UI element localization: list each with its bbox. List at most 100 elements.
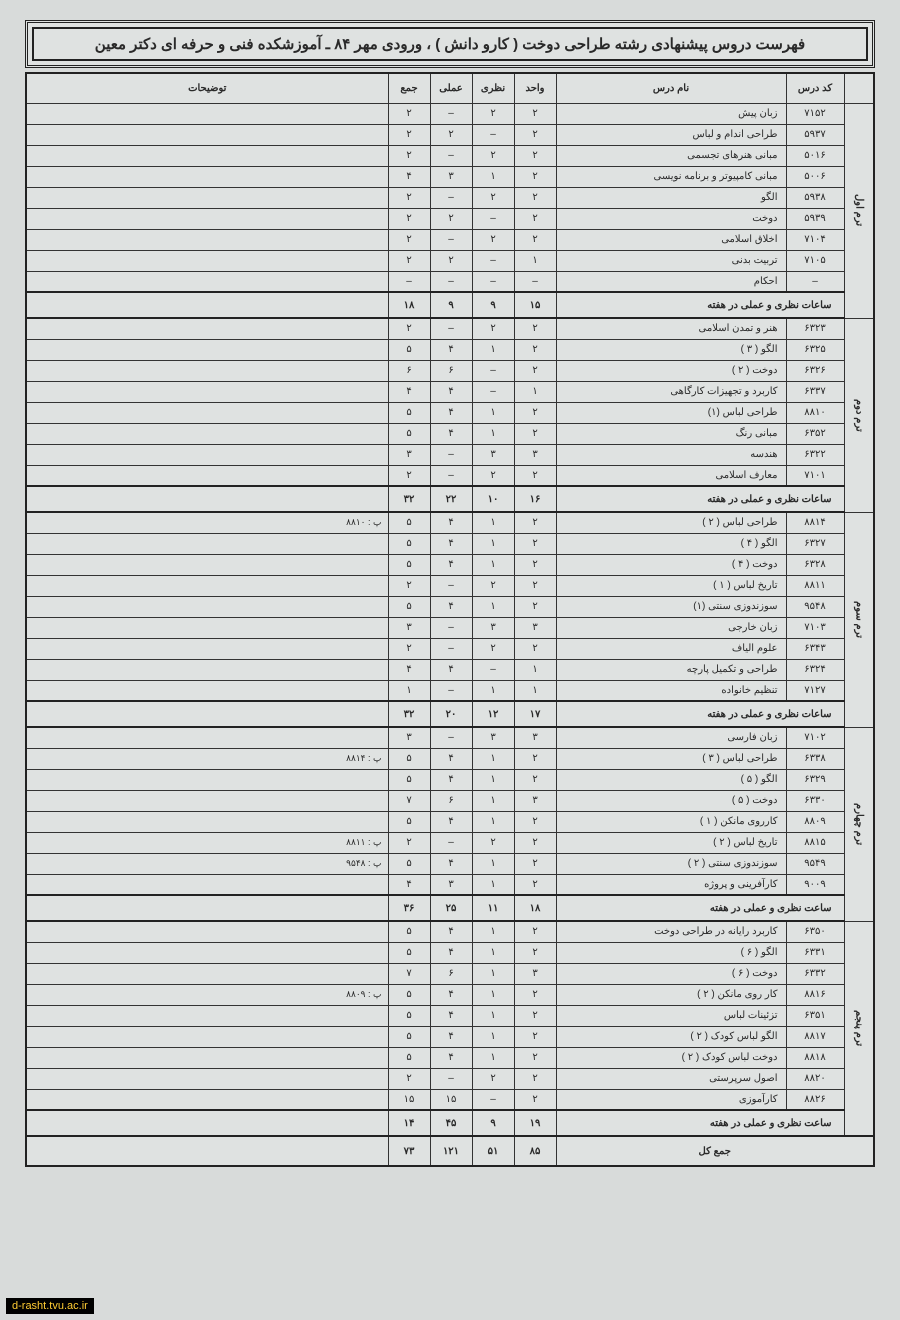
cell-prac: – <box>430 318 472 339</box>
cell-theory: ۱ <box>472 769 514 790</box>
cell-total: ۵ <box>388 748 430 769</box>
summary-total: ۳۲ <box>388 701 430 727</box>
cell-code: ۸۸۱۱ <box>786 575 844 596</box>
course-row: ۶۳۳۰دوخت ( ۵ )۳۱۶۷ <box>26 790 874 811</box>
cell-name: تزئینات لباس <box>556 1005 786 1026</box>
cell-theory: ۱ <box>472 811 514 832</box>
summary-total: ۳۶ <box>388 895 430 921</box>
cell-code: ۶۳۳۷ <box>786 381 844 402</box>
cell-theory: ۲ <box>472 832 514 853</box>
cell-notes <box>26 402 388 423</box>
course-row: ۷۱۲۷تنظیم خانواده۱۱–۱ <box>26 680 874 701</box>
cell-unit: ۲ <box>514 339 556 360</box>
cell-prac: ۴ <box>430 423 472 444</box>
course-row: ترم دوم۶۳۲۳هنر و تمدن اسلامی۲۲–۲ <box>26 318 874 339</box>
cell-unit: ۲ <box>514 638 556 659</box>
summary-prac: ۹ <box>430 292 472 318</box>
cell-code: ۶۳۵۰ <box>786 921 844 942</box>
cell-total: ۵ <box>388 1026 430 1047</box>
summary-unit: ۱۵ <box>514 292 556 318</box>
cell-notes <box>26 921 388 942</box>
cell-theory: ۳ <box>472 727 514 748</box>
cell-notes <box>26 575 388 596</box>
watermark: d-rasht.tvu.ac.ir <box>6 1298 94 1314</box>
cell-name: مبانی کامپیوتر و برنامه نویسی <box>556 166 786 187</box>
summary-notes <box>26 895 388 921</box>
cell-theory: ۱ <box>472 963 514 984</box>
cell-notes: پ : ۸۸۱۰ <box>26 512 388 533</box>
header-code: کد درس <box>786 73 844 103</box>
cell-theory: ۱ <box>472 339 514 360</box>
cell-name: معارف اسلامی <box>556 465 786 486</box>
cell-code: ۸۸۱۸ <box>786 1047 844 1068</box>
grand-unit: ۸۵ <box>514 1136 556 1166</box>
header-unit: واحد <box>514 73 556 103</box>
cell-code: ۸۸۱۶ <box>786 984 844 1005</box>
summary-prac: ۲۰ <box>430 701 472 727</box>
cell-name: تنظیم خانواده <box>556 680 786 701</box>
cell-total: ۲ <box>388 1068 430 1089</box>
cell-name: الگو ( ۵ ) <box>556 769 786 790</box>
cell-theory: ۱ <box>472 596 514 617</box>
cell-code: ۹۵۴۸ <box>786 596 844 617</box>
cell-name: دوخت ( ۴ ) <box>556 554 786 575</box>
cell-prac: – <box>430 229 472 250</box>
cell-code: ۶۳۳۰ <box>786 790 844 811</box>
cell-theory: – <box>472 1089 514 1110</box>
cell-code: ۶۳۳۸ <box>786 748 844 769</box>
cell-code: ۷۱۰۵ <box>786 250 844 271</box>
cell-notes <box>26 554 388 575</box>
summary-theory: ۱۲ <box>472 701 514 727</box>
cell-code: ۶۳۴۳ <box>786 638 844 659</box>
cell-code: ۵۹۳۷ <box>786 124 844 145</box>
cell-total: ۵ <box>388 921 430 942</box>
term-summary-row: ساعت نظری و عملی در هفته۱۹۹۴۵۱۴ <box>26 1110 874 1136</box>
cell-code: ۶۳۵۱ <box>786 1005 844 1026</box>
cell-total: ۵ <box>388 853 430 874</box>
grand-theory: ۵۱ <box>472 1136 514 1166</box>
header-notes: توضیحات <box>26 73 388 103</box>
cell-prac: ۴ <box>430 942 472 963</box>
cell-prac: ۴ <box>430 769 472 790</box>
summary-theory: ۹ <box>472 1110 514 1136</box>
cell-prac: ۶ <box>430 790 472 811</box>
cell-unit: ۲ <box>514 596 556 617</box>
course-row: ۶۳۲۴طراحی و تکمیل پارچه۱–۴۴ <box>26 659 874 680</box>
cell-theory: ۱ <box>472 1047 514 1068</box>
cell-total: ۲ <box>388 318 430 339</box>
cell-unit: ۲ <box>514 166 556 187</box>
cell-name: الگو ( ۳ ) <box>556 339 786 360</box>
cell-prac: ۲ <box>430 208 472 229</box>
cell-total: ۳ <box>388 444 430 465</box>
cell-notes <box>26 250 388 271</box>
cell-theory: ۱ <box>472 680 514 701</box>
cell-prac: ۴ <box>430 339 472 360</box>
course-row: ۵۰۱۶مبانی هنرهای تجسمی۲۲–۲ <box>26 145 874 166</box>
title-frame: فهرست دروس پیشنهادی رشته طراحی دوخت ( کا… <box>25 20 875 68</box>
cell-code: ۶۳۲۶ <box>786 360 844 381</box>
cell-total: ۵ <box>388 1005 430 1026</box>
cell-theory: ۱ <box>472 921 514 942</box>
cell-prac: ۶ <box>430 360 472 381</box>
cell-code: ۵۹۳۹ <box>786 208 844 229</box>
cell-unit: ۲ <box>514 853 556 874</box>
cell-theory: ۱ <box>472 790 514 811</box>
cell-total: ۷ <box>388 963 430 984</box>
cell-prac: ۴ <box>430 1026 472 1047</box>
course-row: ۶۳۲۲هندسه۳۳–۳ <box>26 444 874 465</box>
cell-total: ۵ <box>388 512 430 533</box>
cell-total: ۲ <box>388 229 430 250</box>
cell-notes <box>26 790 388 811</box>
cell-theory: ۲ <box>472 575 514 596</box>
cell-name: طراحی لباس ( ۲ ) <box>556 512 786 533</box>
cell-unit: ۲ <box>514 942 556 963</box>
cell-code: ۵۰۱۶ <box>786 145 844 166</box>
cell-theory: ۱ <box>472 748 514 769</box>
cell-name: هندسه <box>556 444 786 465</box>
cell-total: ۵ <box>388 984 430 1005</box>
cell-name: علوم الیاف <box>556 638 786 659</box>
cell-notes: پ : ۸۸۰۹ <box>26 984 388 1005</box>
cell-code: ۹۵۴۹ <box>786 853 844 874</box>
cell-prac: – <box>430 1068 472 1089</box>
course-row: ۶۳۲۸دوخت ( ۴ )۲۱۴۵ <box>26 554 874 575</box>
